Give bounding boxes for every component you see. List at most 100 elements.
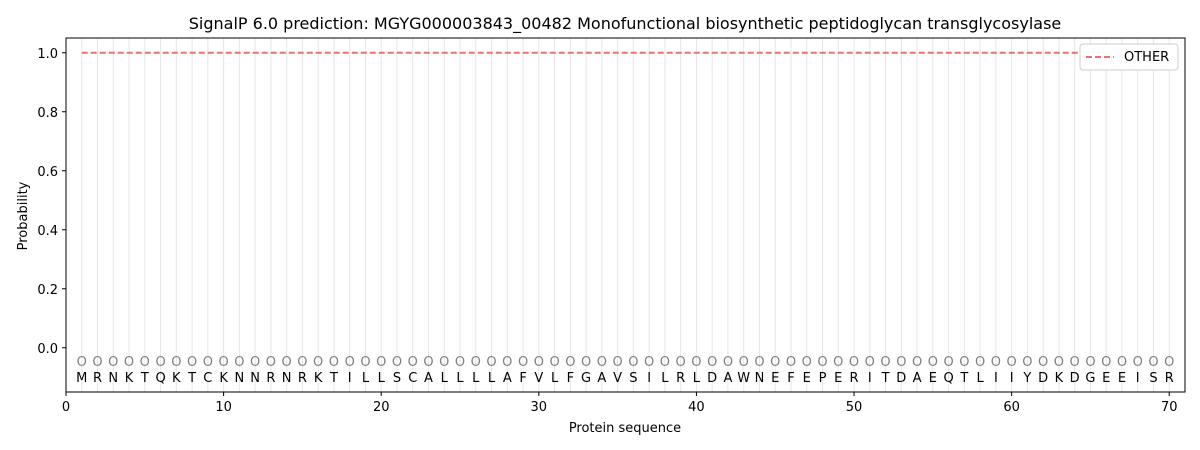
residue-label-47: E [803, 371, 811, 386]
state-marker-37: O [644, 355, 654, 370]
state-marker-64: O [1070, 355, 1080, 370]
state-marker-60: O [1007, 355, 1017, 370]
state-marker-56: O [943, 355, 953, 370]
residue-label-45: E [771, 371, 779, 386]
residue-label-12: N [250, 371, 260, 386]
residue-label-5: T [140, 371, 149, 386]
residue-label-61: Y [1022, 371, 1031, 386]
state-marker-32: O [565, 355, 575, 370]
residue-label-53: D [896, 371, 906, 386]
x-axis-label: Protein sequence [569, 421, 681, 436]
state-marker-1: O [77, 355, 87, 370]
y-tick-label-3: 0.6 [37, 165, 58, 180]
state-marker-38: O [660, 355, 670, 370]
state-marker-7: O [171, 355, 181, 370]
state-marker-28: O [502, 355, 512, 370]
state-marker-5: O [140, 355, 150, 370]
state-marker-48: O [817, 355, 827, 370]
x-tick-label-10: 10 [215, 400, 232, 415]
residue-label-52: T [881, 371, 890, 386]
residue-label-36: S [629, 371, 637, 386]
state-marker-8: O [187, 355, 197, 370]
state-marker-44: O [754, 355, 764, 370]
residue-label-26: L [472, 371, 480, 386]
state-marker-23: O [423, 355, 433, 370]
state-marker-9: O [203, 355, 213, 370]
state-marker-17: O [329, 355, 339, 370]
residue-label-40: L [693, 371, 701, 386]
state-marker-70: O [1164, 355, 1174, 370]
y-axis-label: Probability [16, 181, 31, 250]
x-tick-label-0: 0 [62, 400, 70, 415]
x-axis-ticks: 0 10 20 30 40 50 60 70 [62, 392, 1178, 415]
y-tick-label-1: 0.2 [37, 283, 58, 298]
residue-label-32: F [567, 371, 574, 386]
state-marker-34: O [597, 355, 607, 370]
state-marker-59: O [991, 355, 1001, 370]
residue-label-24: L [441, 371, 449, 386]
residue-label-30: V [534, 371, 543, 386]
state-marker-20: O [376, 355, 386, 370]
state-marker-11: O [234, 355, 244, 370]
residue-label-64: D [1070, 371, 1080, 386]
residue-label-34: A [597, 371, 606, 386]
state-marker-21: O [392, 355, 402, 370]
residue-label-20: L [378, 371, 386, 386]
x-tick-label-70: 70 [1161, 400, 1178, 415]
residue-label-48: P [819, 371, 827, 386]
state-marker-35: O [613, 355, 623, 370]
state-marker-54: O [912, 355, 922, 370]
residue-label-65: G [1085, 371, 1095, 386]
residue-label-41: D [707, 371, 717, 386]
x-tick-label-60: 60 [1003, 400, 1020, 415]
y-tick-label-5: 1.0 [37, 47, 58, 62]
residue-label-56: Q [943, 371, 953, 386]
state-marker-16: O [313, 355, 323, 370]
residue-label-13: R [266, 371, 275, 386]
chart-title: SignalP 6.0 prediction: MGYG000003843_00… [189, 14, 1062, 34]
residue-label-63: K [1055, 371, 1064, 386]
plot-frame [65, 37, 1186, 393]
state-marker-46: O [786, 355, 796, 370]
state-marker-10: O [218, 355, 228, 370]
residue-label-6: Q [155, 371, 165, 386]
x-tick-label-50: 50 [846, 400, 863, 415]
state-marker-42: O [723, 355, 733, 370]
residue-label-21: S [393, 371, 401, 386]
residue-label-7: K [172, 371, 181, 386]
residue-label-8: T [187, 371, 196, 386]
state-marker-63: O [1054, 355, 1064, 370]
residue-label-38: L [661, 371, 669, 386]
state-marker-50: O [849, 355, 859, 370]
legend: OTHER [1079, 43, 1179, 71]
residue-label-25: L [456, 371, 464, 386]
residue-label-51: I [868, 371, 872, 386]
state-marker-14: O [282, 355, 292, 370]
state-marker-40: O [691, 355, 701, 370]
residue-label-4: K [125, 371, 134, 386]
residue-label-23: A [424, 371, 433, 386]
y-tick-label-4: 0.8 [37, 106, 58, 121]
state-marker-6: O [155, 355, 165, 370]
residue-label-59: I [994, 371, 998, 386]
state-marker-67: O [1117, 355, 1127, 370]
state-marker-52: O [880, 355, 890, 370]
residue-label-55: E [929, 371, 937, 386]
state-marker-12: O [250, 355, 260, 370]
residue-label-10: K [219, 371, 228, 386]
residue-label-3: N [108, 371, 118, 386]
state-marker-18: O [345, 355, 355, 370]
legend-box [1079, 43, 1179, 71]
residue-label-22: C [408, 371, 417, 386]
state-marker-39: O [676, 355, 686, 370]
state-marker-47: O [802, 355, 812, 370]
state-marker-61: O [1022, 355, 1032, 370]
y-tick-label-2: 0.4 [37, 224, 58, 239]
residue-label-57: T [959, 371, 968, 386]
residue-label-70: R [1165, 371, 1174, 386]
residue-label-62: D [1038, 371, 1048, 386]
state-marker-3: O [108, 355, 118, 370]
state-marker-19: O [360, 355, 370, 370]
y-tick-label-0: 0.0 [37, 342, 58, 357]
